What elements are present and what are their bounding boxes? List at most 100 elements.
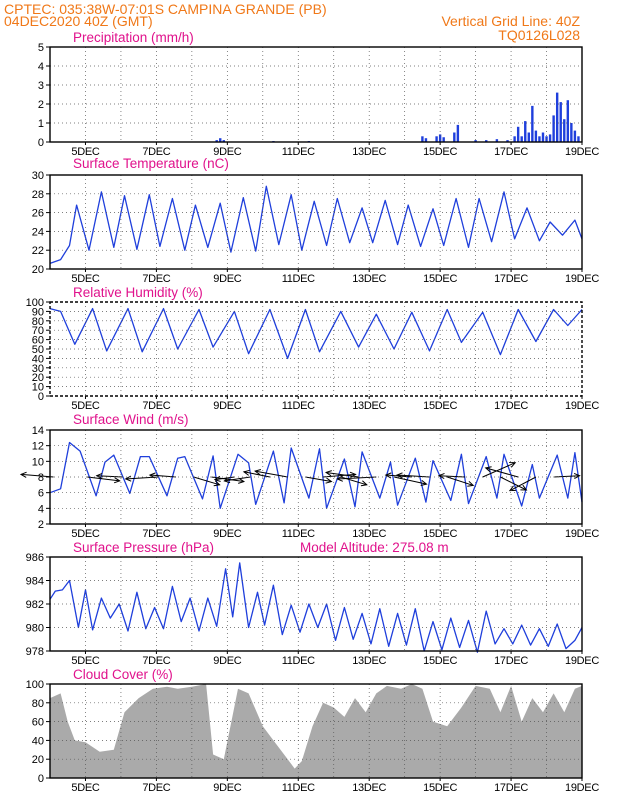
cloud-cover-ytick-label: 80: [32, 698, 44, 710]
wind-panel: 2 4 6 8 10 12 14 5DEC 7DEC 9DEC 11DEC 13DEC 15DEC 17D…: [19, 412, 600, 540]
wind-vector-head: [395, 472, 403, 479]
humidity-ytick-label: 100: [26, 297, 44, 309]
temperature-xtick-label: 11DEC: [282, 273, 315, 285]
precipitation-bar: [421, 136, 424, 142]
precipitation-bar: [513, 136, 516, 142]
wind-vector-head: [420, 480, 428, 486]
precipitation-bar: [541, 132, 545, 142]
temperature-xtick-label: 9DEC: [213, 273, 241, 285]
wind-vector-head: [573, 472, 581, 480]
wind-vector-shaft: [447, 476, 474, 486]
cloud-cover-ytick-label: 100: [26, 679, 44, 691]
wind-vector-shaft: [500, 476, 527, 491]
cloud-cover-xtick-label: 7DEC: [142, 782, 170, 794]
precipitation-ytick-label: 5: [38, 42, 44, 54]
wind-vector-shaft: [255, 470, 288, 478]
wind-ytick-label: 4: [38, 503, 44, 515]
precipitation-bar: [474, 140, 477, 142]
humidity-ytick-label: 0: [38, 391, 44, 403]
precipitation-ytick-label: 2: [38, 99, 44, 111]
humidity-ytick-label: 70: [32, 325, 44, 337]
humidity-xtick-label: 11DEC: [282, 400, 315, 412]
wind-vector-shaft: [243, 471, 270, 478]
wind-vector-shaft: [193, 476, 220, 486]
station-line: CPTEC: 035:38W-07:01S CAMPINA GRANDE (PB…: [4, 1, 327, 17]
precipitation-bar: [570, 123, 573, 142]
cloud-cover-ytick-label: 20: [32, 754, 44, 766]
wind-ytick-label: 6: [38, 488, 44, 500]
precipitation-xtick-label: 19DEC: [565, 146, 599, 158]
precipitation-bar: [548, 134, 552, 142]
pressure-xtick-label: 11DEC: [282, 655, 315, 667]
wind-line: [49, 441, 583, 509]
pressure-ytick-label: 982: [26, 599, 44, 611]
precipitation-xtick-label: 11DEC: [282, 146, 315, 158]
wind-vector-head: [437, 472, 445, 480]
precipitation-bar: [435, 136, 438, 142]
wind-xtick-label: 9DEC: [213, 528, 241, 540]
pressure-xtick-label: 5DEC: [71, 655, 99, 667]
wind-ytick-label: 14: [32, 425, 44, 437]
precipitation-bar: [534, 130, 538, 142]
humidity-xtick-label: 13DEC: [352, 400, 386, 412]
humidity-ytick-label: 10: [32, 382, 44, 394]
wind-vector-head: [242, 469, 250, 476]
precipitation-bar: [563, 119, 566, 142]
humidity-ytick-label: 80: [32, 316, 44, 328]
precipitation-bar: [506, 140, 509, 142]
wind-xtick-label: 13DEC: [352, 528, 386, 540]
humidity-ytick-label: 30: [32, 363, 44, 375]
cloud-cover-xtick-label: 11DEC: [282, 782, 315, 794]
precipitation-bar: [555, 92, 559, 142]
wind-ytick-label: 8: [38, 472, 44, 484]
precipitation-bar: [524, 121, 527, 142]
pressure-frame: [49, 556, 583, 652]
temperature-ytick-label: 28: [32, 189, 44, 201]
cloud-cover-frame: [49, 683, 583, 779]
pressure-ytick-label: 980: [26, 623, 44, 635]
precipitation-bar: [495, 139, 499, 142]
pressure-xtick-label: 13DEC: [352, 655, 386, 667]
cloud-cover-xtick-label: 17DEC: [494, 782, 528, 794]
temperature-line: [49, 185, 583, 265]
cloud-cover-ytick-label: 40: [32, 735, 44, 747]
precipitation-ytick-label: 4: [38, 61, 44, 73]
humidity-ytick-label: 20: [32, 372, 44, 384]
wind-vector-shaft: [482, 462, 516, 478]
cloud-cover-panel: 0 20 40 60 80 100 5DEC 7DEC 9DEC 11DEC 13DEC 15DEC 1…: [26, 667, 600, 794]
wind-vector-shaft: [337, 476, 377, 480]
model-id: TQ0126L028: [498, 27, 580, 43]
cloud-cover-xtick-label: 15DEC: [423, 782, 457, 794]
temperature-title: Surface Temperature (nC): [73, 156, 229, 171]
cloud-cover-ytick-label: 0: [38, 773, 44, 785]
precipitation-bar: [520, 136, 523, 142]
cloud-cover-xtick-label: 13DEC: [352, 782, 386, 794]
pressure-title: Surface Pressure (hPa): [73, 540, 214, 555]
precipitation-xtick-label: 13DEC: [352, 146, 386, 158]
precipitation-xtick-label: 17DEC: [494, 146, 528, 158]
precipitation-bar: [577, 136, 580, 142]
wind-vector-head: [213, 480, 221, 487]
precipitation-bar: [424, 138, 428, 142]
wind-vector-head: [124, 475, 132, 482]
wind-vector-head: [238, 477, 246, 484]
model-altitude-note: Model Altitude: 275.08 m: [300, 540, 449, 555]
wind-vector-head: [113, 477, 121, 484]
humidity-xtick-label: 5DEC: [71, 400, 99, 412]
cloud-cover-area: [50, 684, 582, 778]
precipitation-bar: [566, 100, 570, 142]
wind-vector-shaft: [396, 474, 430, 478]
precipitation-xtick-label: 7DEC: [142, 146, 170, 158]
precipitation-panel: 0 1 2 3 4 5 5DEC 7DEC 9DEC 11DEC 13DEC 15DEC 17DEC 19…: [38, 30, 600, 158]
wind-vector-shaft: [323, 473, 356, 478]
pressure-panel: 978 980 982 984 986 5DEC 7DEC 9DEC 11DEC 13DEC 15D…: [26, 540, 600, 667]
cloud-cover-xtick-label: 9DEC: [213, 782, 241, 794]
wind-vector-head: [508, 485, 516, 492]
temperature-xtick-label: 15DEC: [423, 273, 457, 285]
temperature-ytick-label: 20: [32, 264, 44, 276]
humidity-ytick-label: 50: [32, 344, 44, 356]
wind-frame: [49, 429, 583, 525]
wind-vector-head: [325, 477, 333, 484]
cloud-cover-ytick-label: 60: [32, 717, 44, 729]
pressure-xtick-label: 19DEC: [565, 655, 599, 667]
